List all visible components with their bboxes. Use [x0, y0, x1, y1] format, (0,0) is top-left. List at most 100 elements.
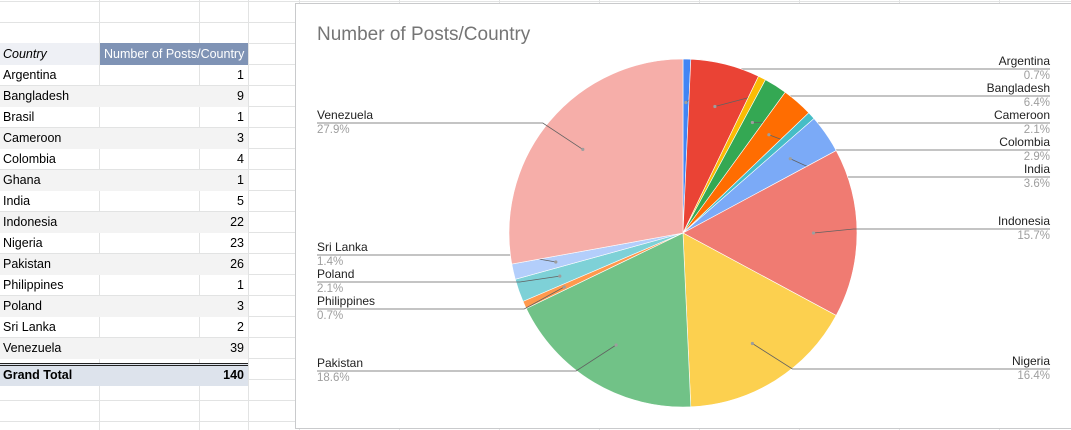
table-row[interactable]: Brasil 1 [0, 107, 248, 128]
slice-label-name: Colombia [999, 135, 1050, 149]
label-leader-line [752, 343, 1050, 370]
country-cell: Philippines [3, 278, 64, 292]
table-row[interactable]: Sri Lanka 2 [0, 317, 248, 338]
leader-dot [750, 120, 754, 125]
slice-label-name: Sri Lanka [317, 240, 368, 254]
slice-label-percent: 16.4% [1017, 370, 1050, 382]
table-row[interactable]: Ghana 1 [0, 170, 248, 191]
posts-cell: 2 [237, 320, 244, 334]
pivot-table[interactable]: Country Number of Posts/Country Argentin… [0, 43, 248, 359]
slice-label-name: Poland [317, 267, 354, 281]
slice-label-percent: 0.7% [1024, 70, 1050, 82]
slice-label-percent: 1.4% [317, 256, 343, 268]
country-cell: Brasil [3, 110, 35, 124]
posts-cell: 22 [230, 215, 244, 229]
pie-slice-venezuela[interactable] [508, 58, 684, 265]
country-cell: Pakistan [3, 257, 51, 271]
country-cell: Sri Lanka [3, 320, 56, 334]
country-cell: Argentina [3, 68, 57, 82]
header-country-label: Country [3, 47, 47, 61]
pie-slice-pakistan[interactable] [525, 232, 692, 408]
slice-label-percent: 18.6% [317, 372, 350, 384]
country-cell: Nigeria [3, 236, 43, 250]
slice-label-name: Bangladesh [987, 81, 1050, 95]
country-cell: Indonesia [3, 215, 58, 229]
leader-dot [788, 157, 792, 161]
pie-slice-nigeria[interactable] [682, 232, 837, 408]
posts-cell: 4 [237, 152, 244, 166]
table-row[interactable]: Philippines 1 [0, 275, 248, 296]
leader-dot [684, 100, 688, 105]
posts-cell: 1 [237, 173, 244, 187]
header-posts-label: Number of Posts/Country [104, 47, 245, 61]
table-row[interactable]: Argentina 1 [0, 65, 248, 86]
column-divider [248, 0, 249, 430]
country-cell: Venezuela [3, 341, 62, 355]
table-row[interactable]: Indonesia 22 [0, 212, 248, 233]
label-leader-line [317, 286, 565, 310]
slice-label-name: Philippines [317, 294, 375, 308]
chart-title: Number of Posts/Country [317, 24, 531, 45]
pie-chart-panel[interactable]: Number of Posts/Country Argentina 0.7% Ban… [295, 3, 1071, 429]
country-cell: Bangladesh [3, 89, 70, 103]
leader-dot [614, 343, 618, 347]
grand-total-label: Grand Total [3, 368, 73, 382]
slice-label-percent: 0.7% [317, 310, 343, 322]
label-leader-line [813, 228, 1050, 234]
slice-label-percent: 15.7% [1017, 230, 1050, 242]
table-row[interactable]: Pakistan 26 [0, 254, 248, 275]
table-row[interactable]: Colombia 4 [0, 149, 248, 170]
slice-label-name: Venezuela [317, 108, 373, 122]
leader-dot [562, 285, 566, 289]
table-row[interactable]: Venezuela 39 [0, 338, 248, 359]
slice-label-percent: 2.9% [1024, 151, 1050, 163]
label-leader-line [317, 344, 617, 372]
table-row[interactable]: Nigeria 23 [0, 233, 248, 254]
leader-dot [554, 260, 558, 264]
slice-label-percent: 6.4% [1024, 97, 1050, 109]
pivot-header-row[interactable]: Country Number of Posts/Country [0, 43, 248, 65]
header-cell-posts[interactable] [100, 43, 248, 65]
slice-label-name: India [1024, 162, 1050, 176]
slice-label-name: Cameroon [994, 108, 1050, 122]
posts-cell: 1 [237, 278, 244, 292]
leader-dot [558, 274, 562, 278]
slice-label-percent: 3.6% [1024, 178, 1050, 190]
posts-cell: 1 [237, 110, 244, 124]
slice-label-name: Argentina [999, 54, 1051, 68]
posts-cell: 1 [237, 68, 244, 82]
leader-dot [713, 104, 717, 109]
posts-cell: 3 [237, 131, 244, 145]
country-cell: Cameroon [3, 131, 62, 145]
table-row[interactable]: Bangladesh 9 [0, 86, 248, 107]
posts-cell: 9 [237, 89, 244, 103]
country-cell: Colombia [3, 152, 56, 166]
table-row[interactable]: Poland 3 [0, 296, 248, 317]
leader-dot [750, 341, 754, 346]
posts-cell: 23 [230, 236, 244, 250]
slice-label-name: Indonesia [998, 214, 1050, 228]
pie-chart[interactable]: Argentina0.7%Bangladesh6.4%Cameroon2.1%C… [296, 4, 1071, 428]
label-leader-line [317, 275, 560, 283]
country-cell: India [3, 194, 31, 208]
posts-cell: 39 [230, 341, 244, 355]
pie-slice-indonesia[interactable] [682, 150, 858, 316]
label-leader-line [317, 122, 584, 150]
country-cell: Ghana [3, 173, 41, 187]
grand-total-value: 140 [223, 368, 244, 382]
table-row[interactable]: India 5 [0, 191, 248, 212]
table-row[interactable]: Cameroon 3 [0, 128, 248, 149]
leader-dot [811, 231, 816, 235]
slice-label-percent: 27.9% [317, 124, 350, 136]
leader-dot [581, 147, 585, 151]
slice-label-percent: 2.1% [1024, 124, 1050, 136]
posts-cell: 5 [237, 194, 244, 208]
grand-total-row[interactable]: Grand Total 140 [0, 363, 248, 386]
slice-label-percent: 2.1% [317, 283, 343, 295]
slice-label-name: Pakistan [317, 356, 363, 370]
posts-cell: 26 [230, 257, 244, 271]
leader-dot [767, 133, 771, 137]
slice-label-name: Nigeria [1012, 354, 1050, 368]
header-cell-country[interactable] [0, 43, 99, 65]
country-cell: Poland [3, 299, 42, 313]
